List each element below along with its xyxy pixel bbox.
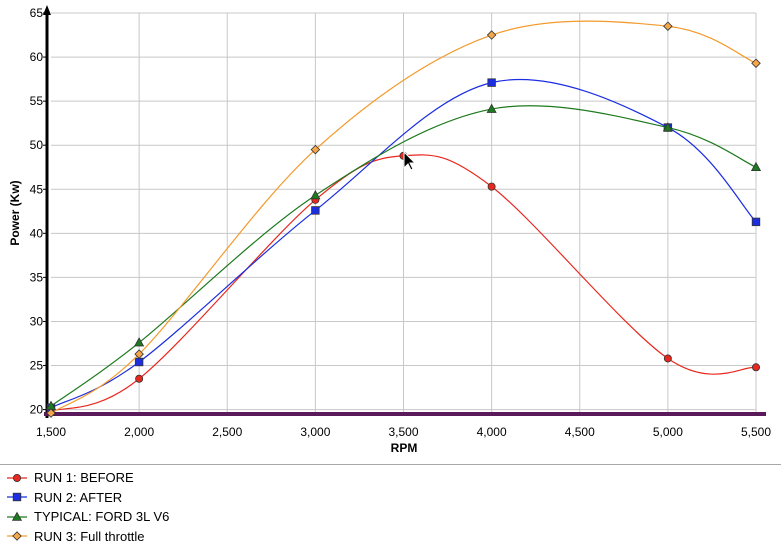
data-point-marker bbox=[752, 364, 759, 371]
legend-item-run-2-after: RUN 2: AFTER bbox=[6, 488, 766, 508]
y-tick-label: 60 bbox=[30, 50, 44, 64]
legend-divider bbox=[0, 464, 781, 465]
x-tick-label: 4,500 bbox=[565, 425, 595, 439]
legend-item-typical-ford-3l-v6: TYPICAL: FORD 3L V6 bbox=[6, 507, 766, 527]
y-tick-label: 50 bbox=[30, 138, 44, 152]
legend-label: RUN 1: BEFORE bbox=[34, 470, 134, 485]
y-tick-label: 25 bbox=[30, 359, 44, 373]
legend-item-run-1-before: RUN 1: BEFORE bbox=[6, 468, 766, 488]
data-point-marker bbox=[312, 207, 320, 215]
triangle-icon bbox=[6, 510, 28, 524]
data-point-marker bbox=[135, 358, 143, 366]
x-tick-label: 5,000 bbox=[653, 425, 683, 439]
circle-icon bbox=[6, 471, 28, 485]
data-point-marker bbox=[488, 79, 496, 87]
legend-label: RUN 2: AFTER bbox=[34, 490, 122, 505]
power-curve-chart: 1,500 2,000 2,500 3,000 3,500 4,000 4,500 5,000… bbox=[0, 0, 781, 464]
data-point-marker bbox=[488, 183, 495, 190]
legend-marker bbox=[13, 493, 21, 501]
x-tick-label: 3,000 bbox=[300, 425, 330, 439]
y-tick-label: 65 bbox=[30, 6, 44, 20]
y-tick-label: 20 bbox=[30, 403, 44, 417]
legend-label: TYPICAL: FORD 3L V6 bbox=[34, 509, 169, 524]
data-point-marker bbox=[136, 375, 143, 382]
diamond-icon bbox=[6, 529, 28, 543]
x-axis-title: RPM bbox=[391, 441, 418, 455]
x-tick-label: 5,500 bbox=[741, 425, 771, 439]
x-tick-label: 2,000 bbox=[124, 425, 154, 439]
x-tick-label: 1,500 bbox=[36, 425, 66, 439]
legend: RUN 1: BEFORE RUN 2: AFTER TYPICAL: FORD 3… bbox=[6, 468, 766, 546]
legend-label: RUN 3: Full throttle bbox=[34, 529, 145, 544]
y-tick-label: 40 bbox=[30, 226, 44, 240]
x-tick-label: 4,000 bbox=[477, 425, 507, 439]
y-axis-title: Power (Kw) bbox=[8, 180, 22, 245]
legend-marker bbox=[13, 474, 20, 481]
data-point-marker bbox=[752, 218, 760, 226]
x-tick-label: 3,500 bbox=[388, 425, 418, 439]
legend-marker bbox=[13, 532, 21, 540]
y-tick-label: 55 bbox=[30, 94, 44, 108]
x-tick-label: 2,500 bbox=[212, 425, 242, 439]
square-icon bbox=[6, 490, 28, 504]
data-point-marker bbox=[664, 355, 671, 362]
y-tick-label: 35 bbox=[30, 270, 44, 284]
legend-item-run-3-full-throttle: RUN 3: Full throttle bbox=[6, 527, 766, 546]
y-tick-label: 30 bbox=[30, 314, 44, 328]
y-tick-label: 45 bbox=[30, 182, 44, 196]
